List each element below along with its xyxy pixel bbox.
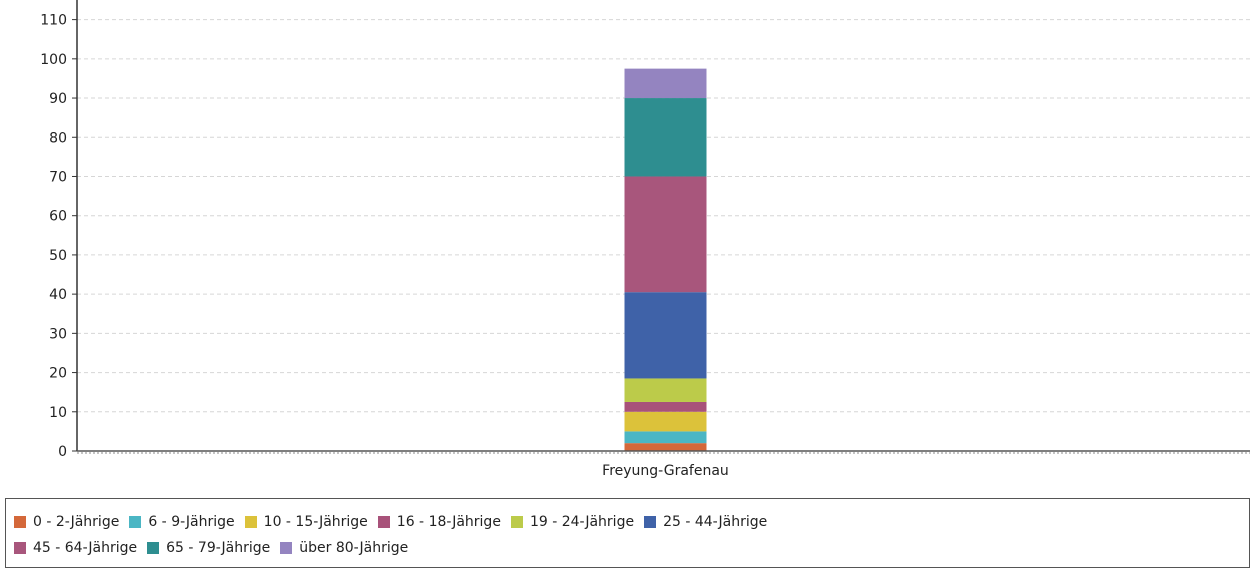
legend-label: 6 - 9-Jährige bbox=[148, 514, 235, 530]
bar-segment bbox=[624, 431, 707, 444]
legend-row: 0 - 2-Jährige 6 - 9-Jährige 10 - 15-Jähr… bbox=[14, 509, 1249, 535]
legend-swatch bbox=[14, 516, 26, 528]
bar-segment bbox=[624, 401, 707, 412]
x-category-label: Freyung-Grafenau bbox=[602, 463, 729, 479]
legend-item: 65 - 79-Jährige bbox=[147, 540, 270, 556]
y-tick-label: 20 bbox=[49, 366, 67, 382]
legend-label: 65 - 79-Jährige bbox=[166, 540, 271, 556]
legend-item: 0 - 2-Jährige bbox=[14, 514, 119, 530]
y-tick-label: 10 bbox=[49, 405, 67, 421]
y-tick-label: 70 bbox=[49, 169, 67, 185]
legend-item: 6 - 9-Jährige bbox=[129, 514, 235, 530]
legend-row: 45 - 64-Jährige 65 - 79-Jährige über 80-… bbox=[14, 535, 1249, 561]
bar-segment bbox=[624, 292, 707, 379]
y-tick-label: 100 bbox=[40, 52, 67, 68]
legend-label: 25 - 44-Jährige bbox=[663, 514, 768, 530]
bar-segment bbox=[624, 68, 707, 99]
legend-label: 0 - 2-Jährige bbox=[33, 514, 120, 530]
y-tick-label: 0 bbox=[58, 444, 67, 460]
legend-swatch bbox=[280, 542, 293, 554]
y-tick-label: 40 bbox=[49, 287, 67, 303]
legend-swatch bbox=[147, 542, 160, 554]
legend-item: 25 - 44-Jährige bbox=[644, 514, 767, 530]
legend-label: über 80-Jährige bbox=[299, 540, 409, 556]
bar-segment bbox=[624, 443, 707, 451]
bar-segment bbox=[624, 378, 707, 402]
y-tick-label: 60 bbox=[49, 209, 67, 225]
y-tick-label: 80 bbox=[49, 130, 67, 146]
legend-label: 19 - 24-Jährige bbox=[529, 514, 635, 530]
legend-swatch bbox=[244, 516, 257, 528]
legend-swatch bbox=[377, 516, 390, 528]
legend-swatch bbox=[129, 516, 142, 528]
legend: 0 - 2-Jährige 6 - 9-Jährige 10 - 15-Jähr… bbox=[5, 498, 1250, 568]
legend-label: 45 - 64-Jährige bbox=[33, 540, 138, 556]
bar-segment bbox=[624, 176, 707, 293]
legend-label: 10 - 15-Jährige bbox=[263, 514, 368, 530]
bar-segment bbox=[624, 411, 707, 432]
y-tick-label: 110 bbox=[40, 13, 67, 29]
legend-swatch bbox=[510, 516, 523, 528]
legend-item: 16 - 18-Jährige bbox=[377, 514, 501, 530]
legend-label: 16 - 18-Jährige bbox=[396, 514, 501, 530]
legend-swatch bbox=[14, 542, 26, 554]
y-tick-label: 30 bbox=[49, 326, 67, 342]
y-tick-label: 50 bbox=[49, 248, 67, 264]
legend-item: über 80-Jährige bbox=[280, 540, 408, 556]
legend-item: 10 - 15-Jährige bbox=[244, 514, 368, 530]
legend-item: 45 - 64-Jährige bbox=[14, 540, 137, 556]
y-tick-label: 90 bbox=[49, 91, 67, 107]
legend-item: 19 - 24-Jährige bbox=[510, 514, 635, 530]
legend-swatch bbox=[644, 516, 657, 528]
bar-segment bbox=[624, 98, 707, 177]
stacked-bar-chart: 0 10 20 30 40 50 60 70 80 90 100 110 Freyung-Grafena… bbox=[40, 0, 1250, 479]
